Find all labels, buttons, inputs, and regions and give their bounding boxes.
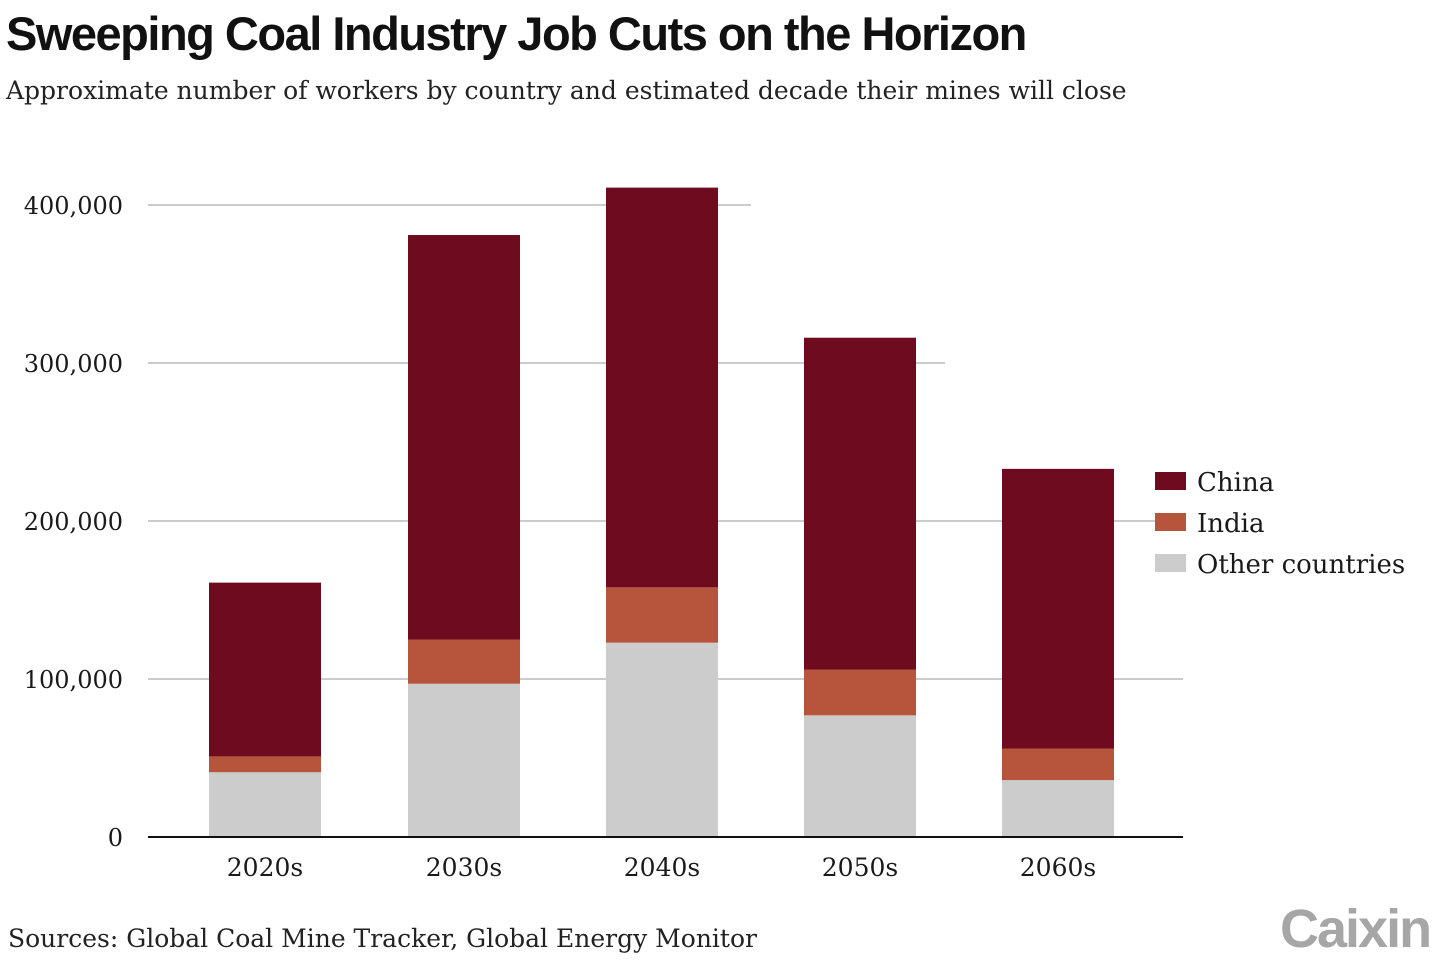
bar-segment-other-countries xyxy=(1002,780,1114,837)
chart-subtitle: Approximate number of workers by country… xyxy=(6,76,1127,105)
y-axis-tick-labels: 0 100,000 200,000 300,000 400,000 xyxy=(24,192,123,852)
bar-segment-china xyxy=(1002,468,1114,749)
bars xyxy=(209,187,1114,837)
bar-segment-china xyxy=(408,235,520,640)
legend-item-china: China xyxy=(1155,468,1274,498)
bar-stack xyxy=(209,582,321,837)
y-tick-label: 300,000 xyxy=(24,350,123,378)
legend-swatch xyxy=(1155,554,1186,572)
bar-segment-other-countries xyxy=(209,772,321,837)
bar-segment-india xyxy=(1002,748,1114,781)
x-axis-tick-labels: 2020s 2030s 2040s 2050s 2060s xyxy=(227,853,1096,882)
bar-segment-other-countries xyxy=(804,715,916,837)
y-tick-label: 200,000 xyxy=(24,508,123,536)
x-tick-label: 2050s xyxy=(822,853,898,882)
legend-swatch xyxy=(1155,472,1186,490)
legend-label: Other countries xyxy=(1197,550,1405,580)
bar-segment-india xyxy=(408,639,520,684)
legend: China India Other countries xyxy=(1155,468,1405,580)
legend-label: China xyxy=(1197,468,1274,498)
x-tick-label: 2040s xyxy=(624,853,700,882)
legend-item-other-countries: Other countries xyxy=(1155,550,1405,580)
bar-stack xyxy=(804,337,916,837)
bar-segment-china xyxy=(606,187,718,588)
bar-stack xyxy=(606,187,718,837)
y-tick-label: 400,000 xyxy=(24,192,123,220)
bar-segment-china xyxy=(209,582,321,757)
stacked-bar-chart: 0 100,000 200,000 300,000 400,000 2020s 2030s… xyxy=(24,187,1405,882)
y-tick-label: 100,000 xyxy=(24,666,123,694)
bar-segment-india xyxy=(804,669,916,716)
legend-swatch xyxy=(1155,513,1186,531)
bar-segment-india xyxy=(606,587,718,643)
caixin-logo: Caixin xyxy=(1280,899,1432,959)
x-tick-label: 2060s xyxy=(1020,853,1096,882)
bar-segment-other-countries xyxy=(606,642,718,837)
bar-stack xyxy=(1002,468,1114,837)
legend-item-india: India xyxy=(1155,509,1264,539)
y-tick-label: 0 xyxy=(108,824,123,852)
x-tick-label: 2020s xyxy=(227,853,303,882)
x-tick-label: 2030s xyxy=(426,853,502,882)
chart-title: Sweeping Coal Industry Job Cuts on the H… xyxy=(6,7,1027,60)
legend-label: India xyxy=(1197,509,1264,539)
bar-segment-other-countries xyxy=(408,683,520,837)
source-note: Sources: Global Coal Mine Tracker, Globa… xyxy=(8,924,757,953)
bar-stack xyxy=(408,235,520,837)
bar-segment-china xyxy=(804,337,916,670)
bar-segment-india xyxy=(209,756,321,773)
